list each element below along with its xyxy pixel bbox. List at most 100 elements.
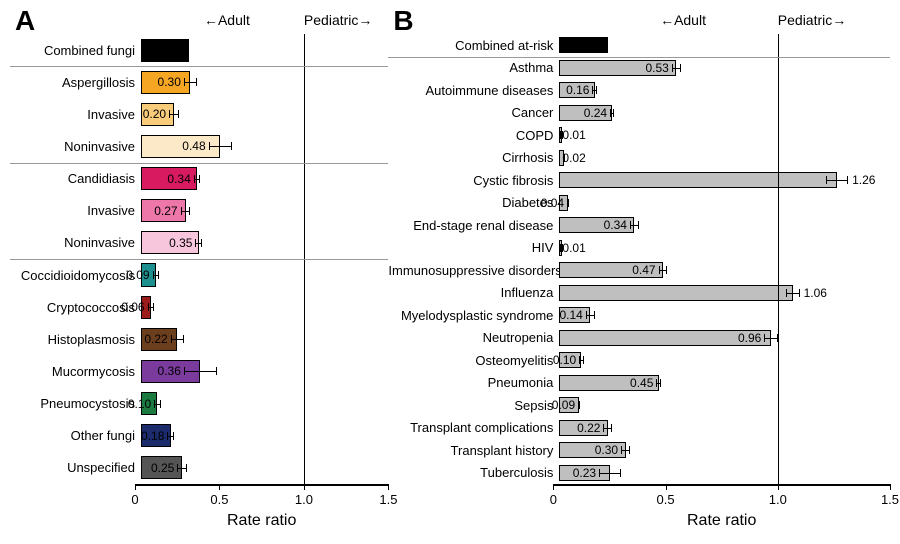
value-label: 1.06: [804, 286, 827, 300]
category-label: Histoplasmosis: [10, 332, 141, 347]
error-bar: [621, 450, 630, 451]
chart-row: Unspecified 0.25: [10, 452, 388, 484]
value-label: 0.10: [553, 353, 576, 367]
chart-row: Myelodysplastic syndrome0.14: [388, 304, 890, 327]
value-label: 0.47: [632, 263, 655, 277]
top-labels-a: ←Adult Pediatric→: [10, 10, 388, 34]
value-label: 0.01: [562, 241, 585, 255]
category-label: Pneumocystosis: [10, 396, 141, 411]
chart-row: Pneumonia0.45: [388, 372, 890, 395]
tick-label: 0: [550, 492, 557, 507]
error-bar: [826, 180, 848, 181]
adult-label: ←Adult: [204, 12, 250, 28]
category-label: Invasive: [10, 203, 141, 218]
category-label: Noninvasive: [10, 235, 141, 250]
error-bar: [195, 243, 202, 244]
chart-row: Combined at-risk0.22: [388, 34, 890, 57]
value-label: 0.22: [144, 332, 167, 346]
error-bar: [181, 211, 191, 212]
pediatric-label: Pediatric→: [778, 12, 846, 28]
chart-row: Coccidioidomycosis0.09: [10, 259, 388, 291]
error-bar: [209, 146, 232, 147]
panel-b: B ←AdultPediatric→ Combined at-risk0.22A…: [388, 10, 890, 534]
value-label: 0.22: [582, 38, 605, 52]
value-label: 0.53: [645, 61, 668, 75]
category-label: Myelodysplastic syndrome: [388, 308, 559, 323]
chart-row: Other fungi0.18: [10, 420, 388, 452]
chart-row: Pneumocystosis0.10: [10, 388, 388, 420]
panel-b-label: B: [393, 5, 413, 37]
category-label: Pneumonia: [388, 375, 559, 390]
category-label: Asthma: [388, 60, 559, 75]
category-label: Coccidioidomycosis: [10, 268, 141, 283]
value-label: 0.10: [128, 397, 151, 411]
chart-row: Sepsis0.09: [388, 394, 890, 417]
top-labels-b: ←AdultPediatric→: [388, 10, 890, 34]
error-bar: [154, 404, 161, 405]
tick-label: 0.5: [210, 492, 228, 507]
value-label: 1.26: [852, 173, 875, 187]
chart-row: COPD0.01: [388, 124, 890, 147]
figure: A ←AdultPediatric→ Combined fungi0.29Asp…: [0, 0, 900, 544]
error-bar: [764, 338, 777, 339]
value-label: 0.27: [154, 204, 177, 218]
value-label: 0.24: [584, 106, 607, 120]
group-divider: [388, 57, 890, 58]
chart-row: Osteomyelitis0.10: [388, 349, 890, 372]
value-label: 0.09: [126, 268, 149, 282]
value-label: 0.01: [562, 128, 585, 142]
chart-row: Invasive0.20: [10, 98, 388, 130]
error-bar: [659, 270, 668, 271]
tick-label: 0: [131, 492, 138, 507]
category-label: Osteomyelitis: [388, 353, 559, 368]
chart-row: Autoimmune diseases0.16: [388, 79, 890, 102]
value-label: 0.02: [562, 151, 585, 165]
x-axis: [135, 484, 388, 486]
category-label: Cirrhosis: [388, 150, 559, 165]
chart-row: Influenza 1.06: [388, 282, 890, 305]
category-label: End-stage renal disease: [388, 218, 559, 233]
chart-row: Combined fungi0.29: [10, 34, 388, 66]
error-bar: [148, 307, 155, 308]
chart-row: Immunosuppressive disorders 0.47: [388, 259, 890, 282]
group-divider: [10, 259, 388, 260]
value-label: 0.30: [595, 443, 618, 457]
value-label: 0.34: [167, 172, 190, 186]
error-bar: [579, 360, 583, 361]
bar: [559, 285, 793, 301]
category-label: Unspecified: [10, 460, 141, 475]
tick: [219, 484, 220, 490]
error-bar: [184, 82, 197, 83]
chart-row: Mucormycosis0.36: [10, 355, 388, 387]
tick-label: 1.0: [295, 492, 313, 507]
value-label: 0.29: [162, 43, 185, 57]
tick: [890, 484, 891, 490]
x-axis: [553, 484, 890, 486]
chart-row: Candidiasis0.34: [10, 163, 388, 195]
tick-label: 1.5: [881, 492, 899, 507]
pediatric-label: Pediatric→: [304, 12, 372, 28]
value-label: 0.36: [158, 364, 181, 378]
value-label: 0.25: [151, 461, 174, 475]
error-bar: [177, 468, 187, 469]
category-label: Other fungi: [10, 428, 141, 443]
chart-row: Noninvasive0.35: [10, 227, 388, 259]
chart-row: Cryptococcosis0.06: [10, 291, 388, 323]
value-label: 0.09: [552, 398, 575, 412]
category-label: Immunosuppressive disorders: [388, 263, 559, 278]
error-bar: [786, 293, 799, 294]
error-bar: [610, 113, 614, 114]
tick-label: 0.5: [657, 492, 675, 507]
value-label: 0.48: [182, 139, 205, 153]
chart-row: Tuberculosis0.23: [388, 462, 890, 485]
category-label: Influenza: [388, 285, 559, 300]
value-label: 0.22: [577, 421, 600, 435]
value-label: 0.34: [604, 218, 627, 232]
error-bar: [194, 179, 201, 180]
category-label: Invasive: [10, 107, 141, 122]
category-label: Neutropenia: [388, 330, 559, 345]
category-label: Transplant history: [388, 443, 559, 458]
category-label: Sepsis: [388, 398, 559, 413]
value-label: 0.96: [738, 331, 761, 345]
chart-row: Noninvasive0.48: [10, 130, 388, 162]
